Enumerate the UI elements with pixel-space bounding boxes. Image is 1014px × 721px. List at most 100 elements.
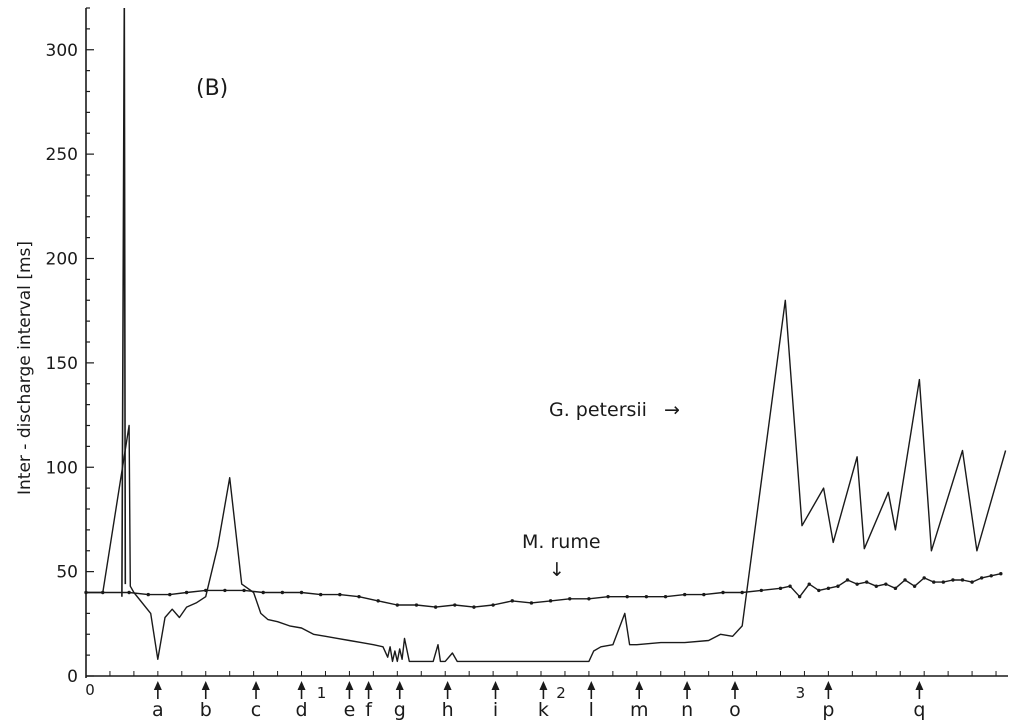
m-rume-data-point xyxy=(146,592,150,597)
m-rume-arrow-icon: ↓ xyxy=(549,559,565,581)
m-rume-data-point xyxy=(414,603,419,607)
m-rume-data-point xyxy=(845,578,850,582)
marker-arrowhead-icon xyxy=(539,681,548,690)
m-rume-data-point xyxy=(903,578,907,582)
m-rume-data-point xyxy=(223,588,227,593)
marker-arrowhead-icon xyxy=(395,681,404,690)
m-rume-data-point xyxy=(759,588,764,593)
marker-label: l xyxy=(589,699,594,721)
y-tick-label: 100 xyxy=(46,458,78,478)
m-rume-data-point xyxy=(338,592,342,597)
m-rume-data-point xyxy=(979,576,984,580)
m-rume-data-point xyxy=(817,588,821,593)
m-rume-data-point xyxy=(797,594,802,599)
m-rume-data-point xyxy=(491,603,495,607)
marker-label: b xyxy=(200,699,212,721)
m-rume-data-point xyxy=(168,592,172,597)
marker-arrowhead-icon xyxy=(730,681,739,690)
m-rume-data-point xyxy=(357,594,361,599)
marker-label: g xyxy=(394,699,406,721)
g-petersii-arrow-icon: → xyxy=(664,399,680,421)
m-rume-data-point xyxy=(826,586,831,591)
m-rume-data-point xyxy=(912,584,917,588)
panel-label: (B) xyxy=(196,76,228,101)
m-rume-data-point xyxy=(778,586,783,591)
g-petersii-label: G. petersii xyxy=(549,399,647,421)
marker-arrowhead-icon xyxy=(491,681,500,690)
y-tick-label: 0 xyxy=(67,667,78,687)
marker-label: f xyxy=(365,699,373,721)
x-tick-label: 2 xyxy=(556,684,566,702)
m-rume-series-line xyxy=(86,573,1001,608)
m-rume-data-point xyxy=(529,601,534,605)
marker-label: o xyxy=(729,699,741,721)
m-rume-data-point xyxy=(721,590,725,595)
m-rume-data-point xyxy=(951,578,955,582)
marker-label: h xyxy=(442,699,454,721)
m-rume-data-point xyxy=(261,590,265,595)
marker-label: m xyxy=(630,699,649,721)
marker-label: n xyxy=(681,699,693,721)
m-rume-data-point xyxy=(683,592,687,597)
m-rume-data-point xyxy=(395,603,400,607)
marker-arrowhead-icon xyxy=(824,681,833,690)
m-rume-data-point xyxy=(999,572,1003,576)
m-rume-data-point xyxy=(922,576,926,580)
marker-arrowhead-icon xyxy=(153,681,162,690)
y-tick-label: 50 xyxy=(56,563,78,583)
marker-arrowhead-icon xyxy=(201,681,210,690)
m-rume-data-point xyxy=(970,580,974,584)
marker-arrowhead-icon xyxy=(345,681,354,690)
marker-label: k xyxy=(538,699,549,721)
marker-arrowhead-icon xyxy=(635,681,644,690)
marker-arrowhead-icon xyxy=(443,681,452,690)
m-rume-data-point xyxy=(874,584,878,588)
marker-arrowhead-icon xyxy=(252,681,261,690)
y-tick-label: 250 xyxy=(46,145,78,165)
m-rume-data-point xyxy=(702,592,706,597)
m-rume-data-point xyxy=(836,584,840,588)
marker-label: a xyxy=(152,699,164,721)
y-tick-label: 150 xyxy=(46,354,78,374)
m-rume-data-point xyxy=(568,597,572,601)
m-rume-data-point xyxy=(376,599,380,603)
m-rume-data-point xyxy=(960,578,965,582)
m-rume-data-point xyxy=(472,605,476,609)
m-rume-label: M. rume xyxy=(522,531,601,553)
marker-label: q xyxy=(913,699,925,721)
m-rume-data-point xyxy=(644,594,649,599)
m-rume-data-point xyxy=(884,582,888,586)
axes: 0 50 100 150 200 250 300 0 1 2 3 xyxy=(46,7,1008,702)
m-rume-data-point xyxy=(740,590,744,595)
series-layer xyxy=(84,7,1007,663)
marker-arrowhead-icon xyxy=(364,681,373,690)
marker-arrowhead-icon xyxy=(915,681,924,690)
m-rume-data-point xyxy=(989,574,993,578)
m-rume-data-point xyxy=(865,580,869,584)
x-tick-label: 0 xyxy=(85,681,95,699)
m-rume-data-point xyxy=(510,599,514,603)
m-rume-data-point xyxy=(606,594,610,599)
m-rume-data-point xyxy=(453,603,457,607)
marker-label: c xyxy=(251,699,261,721)
m-rume-data-point xyxy=(184,590,189,595)
g-petersii-offscale-spike xyxy=(121,7,127,597)
m-rume-data-point xyxy=(299,590,304,595)
x-tick-label: 3 xyxy=(796,684,806,702)
marker-arrowhead-icon xyxy=(587,681,596,690)
m-rume-data-point xyxy=(932,580,936,584)
m-rume-data-point xyxy=(941,580,946,584)
marker-label: d xyxy=(296,699,308,721)
y-tick-label: 200 xyxy=(46,250,78,270)
m-rume-data-point xyxy=(587,597,591,601)
marker-label: p xyxy=(822,699,834,721)
m-rume-data-point xyxy=(242,588,246,593)
m-rume-data-point xyxy=(280,590,285,595)
marker-label: i xyxy=(493,699,498,721)
m-rume-data-point xyxy=(548,599,553,603)
g-petersii-series-line xyxy=(86,299,1007,663)
m-rume-data-point xyxy=(788,584,792,588)
m-rume-data-point xyxy=(807,582,811,586)
m-rume-data-point xyxy=(625,594,629,599)
